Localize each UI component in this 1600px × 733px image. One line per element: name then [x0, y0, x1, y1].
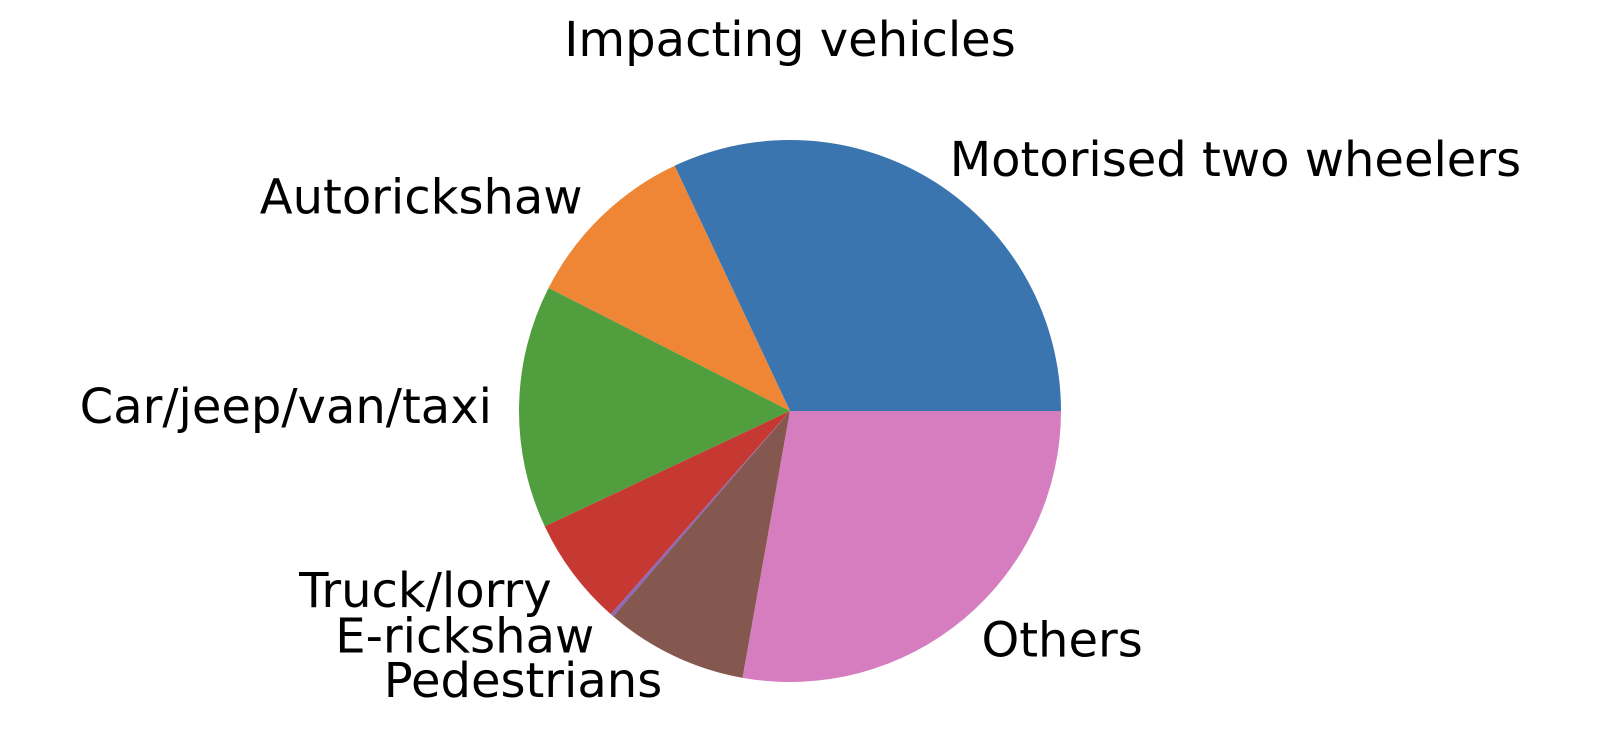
pie-label-autorickshaw: Autorickshaw	[260, 170, 583, 226]
pie-labels: Motorised two wheelers Autorickshaw Car/je…	[80, 132, 1521, 709]
pie-label-truck-lorry: Truck/lorry	[298, 563, 552, 619]
pie-label-car-jeep-van-taxi: Car/jeep/van/taxi	[80, 379, 492, 435]
pie-slice-pedestrians	[613, 411, 790, 678]
pie-slice-truck-lorry	[544, 411, 790, 615]
pie-slice-car-jeep-van-taxi	[519, 287, 790, 527]
pie-label-e-rickshaw: E-rickshaw	[335, 609, 594, 665]
chart-title: Impacting vehicles	[564, 12, 1015, 68]
pie-label-others: Others	[981, 612, 1142, 668]
pie-slice-motorised-two-wheelers	[674, 140, 1061, 412]
pie-slices	[519, 140, 1061, 683]
pie-slice-autorickshaw	[548, 165, 790, 411]
pie-slice-others	[742, 411, 1061, 683]
pie-label-pedestrians: Pedestrians	[384, 653, 663, 709]
pie-slice-e-rickshaw	[610, 411, 790, 617]
pie-label-motorised-two-wheelers: Motorised two wheelers	[950, 132, 1521, 188]
